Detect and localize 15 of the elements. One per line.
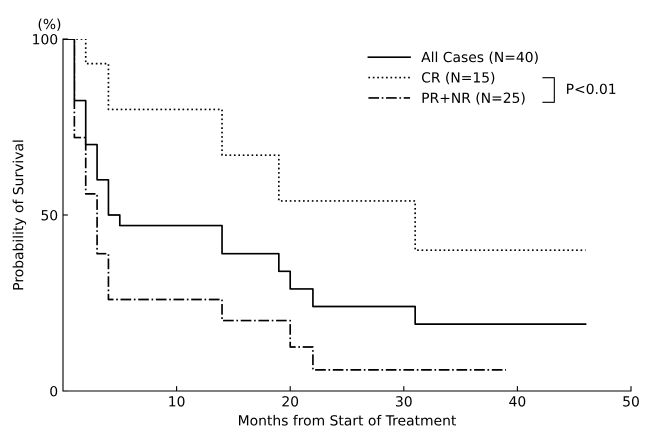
x-tick-label: 50 — [623, 396, 639, 407]
x-tick-label: 40 — [509, 396, 526, 407]
annotation: P<0.01 — [567, 84, 616, 94]
x-axis-title: Months from Start of Treatment — [239, 414, 456, 426]
y-tick-label: 50 — [42, 210, 58, 220]
y-axis-title: Probability of Survival — [12, 140, 26, 290]
y-tick-label: 100 — [33, 34, 58, 44]
x-tick-label: 30 — [396, 396, 412, 407]
legend-label: All Cases (N=40) — [421, 52, 538, 64]
text: (%) — [38, 18, 60, 31]
legend-label: PR+NR (N=25) — [422, 92, 525, 105]
x-tick-label: 20 — [282, 396, 298, 407]
y-tick-label: 0 — [50, 386, 58, 396]
x-tick-label: 10 — [169, 396, 185, 407]
legend-label: CR (N=15) — [422, 72, 494, 84]
